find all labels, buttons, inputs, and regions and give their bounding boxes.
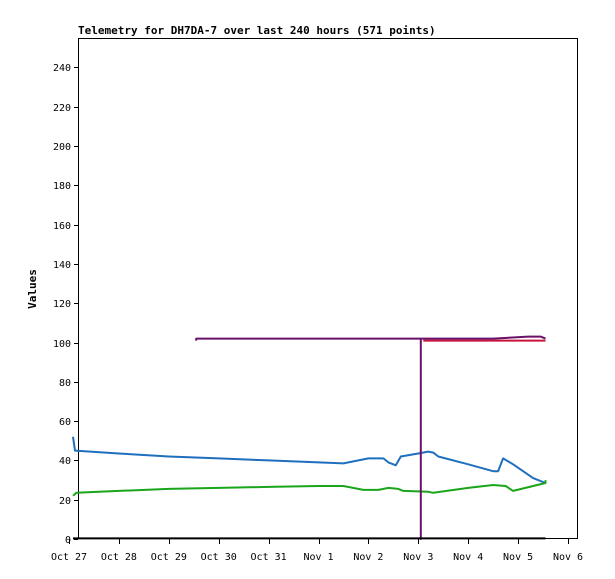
y-tick-label: 160: [53, 221, 71, 232]
x-tick-label: Oct 30: [201, 552, 237, 563]
y-tick-label: 120: [53, 299, 71, 310]
y-tick-label: 40: [59, 456, 71, 467]
x-tick-label: Oct 27: [51, 552, 87, 563]
x-tick-label: Nov 6: [553, 552, 583, 563]
x-tick-label: Nov 2: [353, 552, 383, 563]
y-tick-label: 20: [59, 496, 71, 507]
y-tick-label: 140: [53, 260, 71, 271]
x-tick-label: Nov 1: [303, 552, 333, 563]
series-layer: [72, 335, 547, 540]
x-tick-label: Oct 31: [251, 552, 287, 563]
series-line-1: [72, 436, 546, 484]
y-tick-label: 0: [65, 535, 71, 546]
y-tick-label: 180: [53, 181, 71, 192]
y-axis: 0 20 40 60 80 100 120 140 160 180 200 220 240: [53, 63, 78, 546]
x-tick-label: Oct 29: [151, 552, 187, 563]
series-line-4: [195, 335, 546, 540]
y-axis-label: Values: [26, 269, 39, 309]
y-tick-label: 240: [53, 63, 71, 74]
x-tick-label: Nov 5: [503, 552, 533, 563]
x-axis: Oct 27 Oct 28 Oct 29 Oct 30 Oct 31 Nov 1 Nov 2…: [51, 539, 583, 563]
y-tick-label: 220: [53, 103, 71, 114]
y-tick-label: 80: [59, 378, 71, 389]
y-tick-label: 200: [53, 142, 71, 153]
series-line-2: [72, 480, 547, 497]
x-tick-label: Nov 4: [453, 552, 483, 563]
x-tick-label: Nov 3: [403, 552, 433, 563]
y-tick-label: 60: [59, 417, 71, 428]
chart-title: Telemetry for DH7DA-7 over last 240 hour…: [78, 24, 436, 37]
x-tick-label: Oct 28: [101, 552, 137, 563]
y-tick-label: 100: [53, 339, 71, 350]
